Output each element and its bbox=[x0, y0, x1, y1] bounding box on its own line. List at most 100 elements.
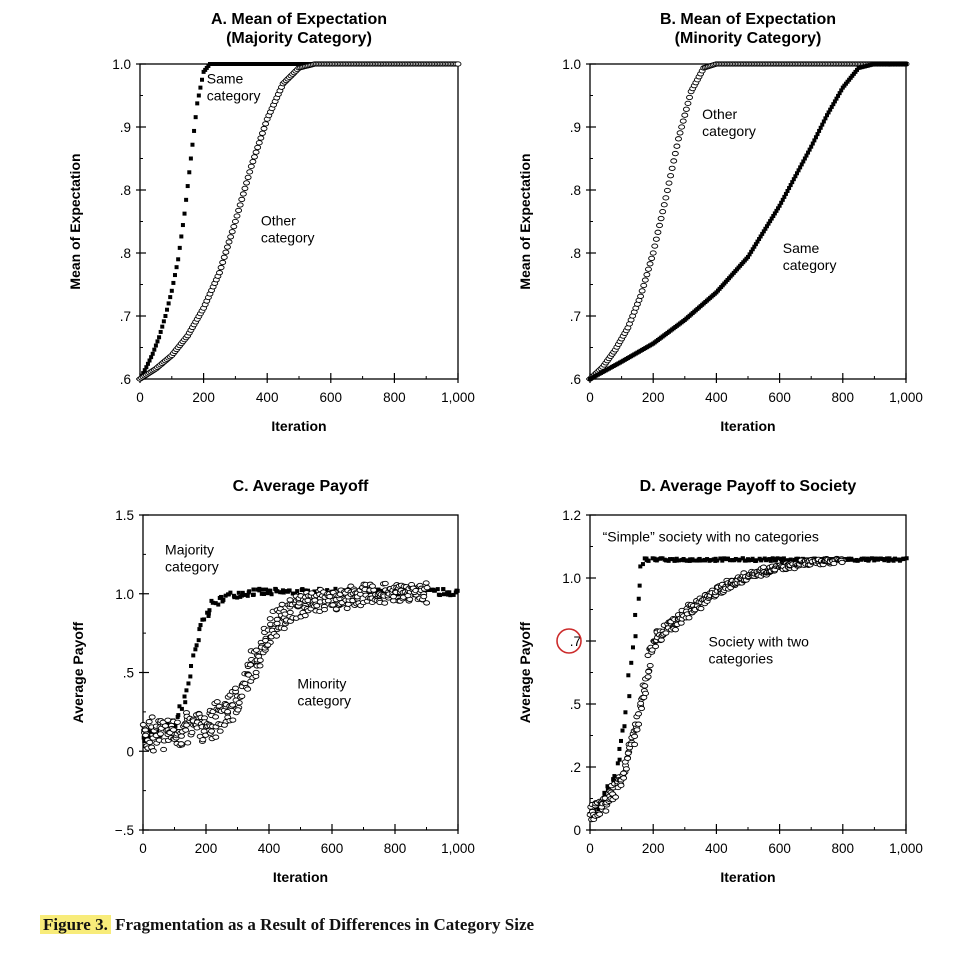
data-point bbox=[682, 106, 690, 112]
data-point bbox=[451, 592, 456, 597]
data-point bbox=[633, 612, 638, 617]
data-point bbox=[677, 558, 682, 563]
y-tick-label: .7 bbox=[570, 634, 581, 649]
x-tick-label: 0 bbox=[136, 390, 144, 405]
data-point bbox=[244, 174, 252, 181]
data-point bbox=[825, 113, 829, 118]
data-point bbox=[802, 156, 807, 161]
data-point bbox=[235, 207, 243, 214]
y-axis-label: Mean of Expectation bbox=[67, 153, 83, 289]
data-point bbox=[754, 558, 759, 563]
data-point bbox=[845, 557, 850, 562]
annotation-label: Same bbox=[207, 71, 244, 87]
x-tick-label: 400 bbox=[256, 390, 279, 405]
x-tick-label: 600 bbox=[768, 841, 791, 856]
x-tick-label: 800 bbox=[832, 841, 855, 856]
data-point bbox=[198, 623, 203, 628]
data-point bbox=[210, 600, 215, 605]
data-point bbox=[225, 239, 233, 245]
data-point bbox=[422, 580, 430, 586]
data-point bbox=[705, 557, 710, 562]
data-point bbox=[807, 147, 812, 152]
data-point bbox=[158, 329, 163, 334]
data-point bbox=[646, 261, 654, 267]
data-point bbox=[184, 688, 189, 693]
data-point bbox=[815, 132, 820, 137]
data-point bbox=[668, 165, 676, 171]
data-point bbox=[240, 592, 245, 597]
data-point bbox=[885, 556, 890, 561]
data-point bbox=[863, 557, 868, 562]
data-point bbox=[665, 180, 673, 186]
annotation-label: Other bbox=[702, 106, 737, 122]
data-point bbox=[686, 94, 693, 101]
data-point bbox=[230, 223, 238, 230]
data-point bbox=[749, 249, 754, 254]
data-point bbox=[157, 335, 162, 340]
y-tick-label: .6 bbox=[120, 372, 131, 387]
x-tick-label: 0 bbox=[586, 841, 594, 856]
y-tick-label: 1.0 bbox=[562, 57, 581, 72]
data-point bbox=[217, 264, 225, 271]
data-point bbox=[163, 314, 168, 318]
data-point bbox=[624, 755, 632, 761]
chart-title-line: D. Average Payoff to Society bbox=[640, 478, 857, 495]
data-point bbox=[596, 807, 601, 812]
data-point bbox=[273, 633, 281, 639]
annotation-label: Society with two bbox=[709, 633, 810, 649]
data-point bbox=[165, 307, 170, 312]
chart-panel-d: D. Average Payoff to Society 0 200 400 600 80… bbox=[517, 478, 923, 885]
data-point bbox=[667, 173, 675, 179]
y-tick-label: −.5 bbox=[115, 823, 134, 838]
chart-panel-b: B. Mean of Expectation (Minority Category… bbox=[517, 11, 923, 434]
data-point bbox=[146, 739, 154, 746]
data-point bbox=[779, 556, 784, 561]
x-tick-label: 0 bbox=[139, 841, 147, 856]
data-point bbox=[760, 564, 767, 570]
y-tick-label: 1.0 bbox=[562, 571, 581, 586]
data-point bbox=[255, 140, 263, 146]
data-point bbox=[812, 138, 817, 143]
data-point bbox=[783, 191, 788, 196]
data-point bbox=[675, 558, 680, 563]
data-point bbox=[188, 674, 193, 679]
data-point bbox=[640, 282, 648, 289]
data-point bbox=[832, 99, 837, 104]
data-point bbox=[144, 365, 149, 370]
data-point bbox=[287, 588, 292, 593]
data-point bbox=[234, 707, 242, 713]
data-point bbox=[252, 149, 260, 155]
data-point bbox=[142, 732, 150, 738]
data-point bbox=[300, 587, 305, 592]
annotation-label: “Simple” society with no categories bbox=[603, 528, 819, 544]
data-point bbox=[169, 288, 174, 293]
data-point bbox=[292, 591, 297, 596]
data-point bbox=[420, 593, 428, 600]
data-point bbox=[790, 180, 795, 185]
data-point bbox=[779, 558, 784, 563]
data-point bbox=[654, 558, 659, 563]
data-point bbox=[831, 102, 836, 107]
data-point bbox=[757, 237, 762, 242]
data-point bbox=[611, 777, 616, 782]
data-point bbox=[232, 685, 239, 691]
data-point bbox=[688, 557, 693, 562]
data-point bbox=[761, 229, 766, 234]
data-point bbox=[220, 254, 228, 260]
data-point bbox=[251, 587, 256, 592]
x-tick-label: 1,000 bbox=[441, 390, 475, 405]
data-point bbox=[241, 185, 249, 192]
data-point bbox=[817, 128, 822, 133]
data-point bbox=[213, 699, 221, 705]
data-point bbox=[720, 558, 725, 563]
y-tick-label: 1.0 bbox=[115, 587, 134, 602]
data-point bbox=[636, 596, 641, 601]
data-point bbox=[780, 197, 785, 202]
caption-text: Fragmentation as a Result of Differences… bbox=[115, 915, 535, 934]
data-point bbox=[229, 717, 237, 723]
data-point bbox=[726, 556, 731, 561]
chart-title-line: (Majority Category) bbox=[226, 30, 372, 47]
data-point bbox=[153, 343, 158, 348]
data-point bbox=[252, 669, 260, 676]
